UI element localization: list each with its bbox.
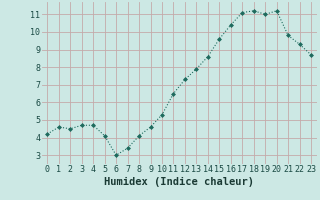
X-axis label: Humidex (Indice chaleur): Humidex (Indice chaleur) [104, 177, 254, 187]
